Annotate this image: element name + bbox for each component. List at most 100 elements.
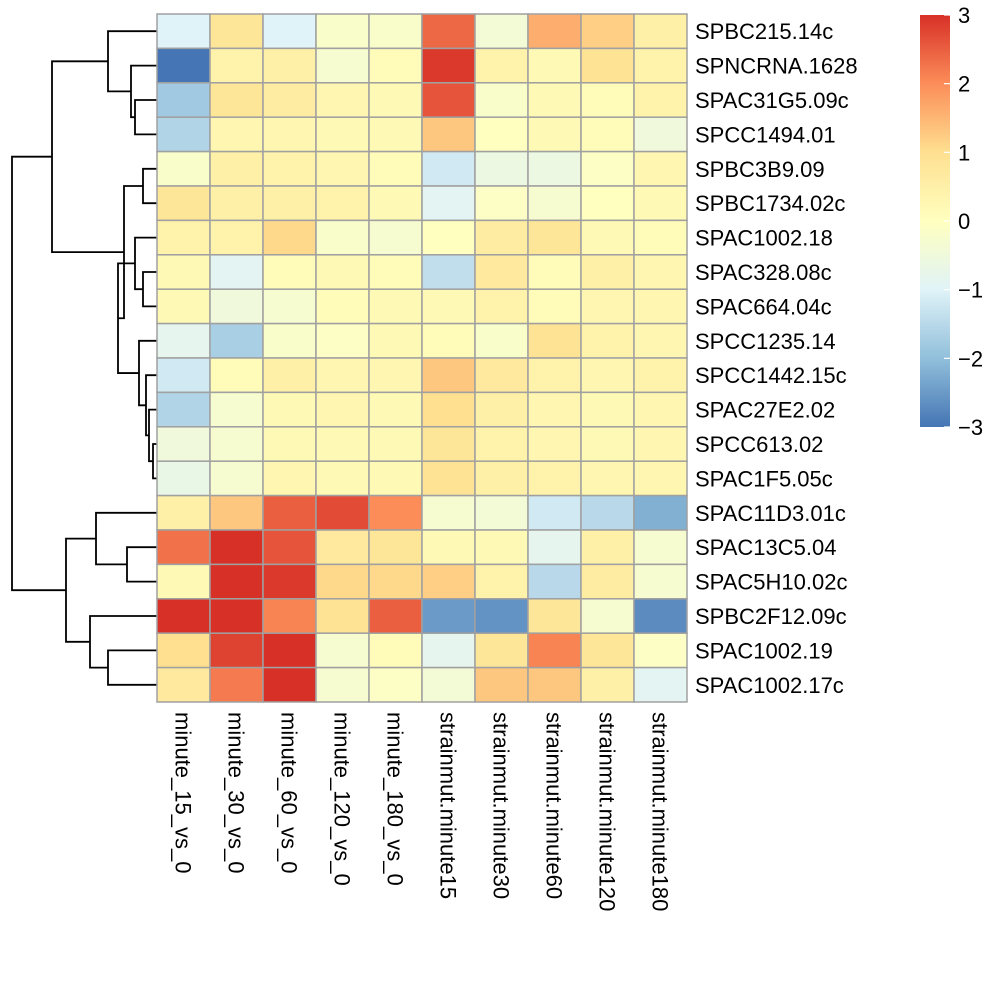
column-label: strainmut.minute180 bbox=[648, 712, 673, 911]
heatmap-cell bbox=[156, 13, 211, 50]
heatmap-cell bbox=[209, 254, 264, 290]
heatmap-cell bbox=[156, 563, 211, 600]
heatmap-cell bbox=[315, 150, 370, 187]
heatmap-cell bbox=[209, 322, 264, 359]
column-label: minute_60_vs_0 bbox=[277, 712, 302, 873]
heatmap-cell bbox=[368, 529, 423, 566]
row-label: SPNCRNA.1628 bbox=[695, 54, 858, 79]
legend-tick-label: 0 bbox=[958, 209, 970, 234]
dendrogram-branch bbox=[107, 30, 157, 93]
row-label: SPAC1002.18 bbox=[695, 226, 833, 251]
heatmap-cell bbox=[421, 529, 476, 566]
heatmap-cell bbox=[262, 219, 317, 256]
heatmap-cell bbox=[633, 494, 688, 531]
heatmap-cell bbox=[580, 598, 635, 634]
heatmap-cell bbox=[474, 322, 529, 359]
heatmap-cell bbox=[527, 322, 582, 359]
heatmap-cell bbox=[368, 185, 423, 222]
heatmap-cell bbox=[368, 460, 423, 497]
row-label: SPBC215.14c bbox=[695, 19, 833, 44]
dendrogram-branch bbox=[134, 236, 157, 291]
heatmap-cell bbox=[633, 219, 688, 256]
heatmap-cell bbox=[368, 598, 423, 634]
heatmap-cell bbox=[527, 219, 582, 256]
row-label: SPAC13C5.04 bbox=[695, 535, 836, 560]
heatmap-cell bbox=[527, 116, 582, 153]
heatmap-cell bbox=[421, 185, 476, 222]
heatmap-cells bbox=[156, 13, 688, 703]
heatmap-cell bbox=[315, 47, 370, 84]
heatmap-cell bbox=[580, 426, 635, 462]
heatmap-cell bbox=[209, 529, 264, 566]
heatmap-cell bbox=[262, 82, 317, 118]
heatmap-cell bbox=[156, 632, 211, 669]
heatmap-cell bbox=[580, 288, 635, 325]
heatmap-cell bbox=[262, 563, 317, 600]
heatmap-cell bbox=[262, 357, 317, 394]
row-label: SPAC1F5.05c bbox=[695, 466, 833, 491]
heatmap-cell bbox=[474, 13, 529, 50]
legend-tick-label: −1 bbox=[958, 278, 983, 303]
heatmap-cell bbox=[156, 357, 211, 394]
heatmap-cell bbox=[421, 357, 476, 394]
heatmap-cell bbox=[209, 598, 264, 634]
heatmap-cell bbox=[315, 632, 370, 669]
dendrogram-branch bbox=[134, 99, 157, 136]
heatmap-cell bbox=[633, 185, 688, 222]
heatmap-cell bbox=[474, 219, 529, 256]
column-label: strainmut.minute30 bbox=[489, 712, 514, 899]
heatmap-cell bbox=[633, 460, 688, 497]
heatmap-cell bbox=[368, 357, 423, 394]
heatmap-cell bbox=[368, 150, 423, 187]
heatmap-cell bbox=[368, 391, 423, 428]
heatmap-cell bbox=[527, 460, 582, 497]
heatmap-cell bbox=[527, 150, 582, 187]
heatmap-cell bbox=[474, 563, 529, 600]
heatmap-cell bbox=[633, 82, 688, 118]
heatmap-cell bbox=[368, 426, 423, 462]
legend-tick-label: 1 bbox=[958, 140, 970, 165]
heatmap-cell bbox=[580, 494, 635, 531]
heatmap-cell bbox=[474, 150, 529, 187]
heatmap-cell bbox=[421, 494, 476, 531]
heatmap-cell bbox=[262, 47, 317, 84]
heatmap-cell bbox=[368, 82, 423, 118]
row-labels: SPBC215.14c SPNCRNA.1628 SPAC31G5.09c SPCC1… bbox=[695, 19, 858, 698]
heatmap-cell bbox=[474, 598, 529, 634]
heatmap-cell bbox=[474, 666, 529, 703]
heatmap-cell bbox=[633, 254, 688, 290]
heatmap-cell bbox=[315, 494, 370, 531]
heatmap-cell bbox=[315, 357, 370, 394]
dendrogram-branch bbox=[11, 155, 66, 592]
heatmap-cell bbox=[421, 116, 476, 153]
heatmap-cell bbox=[421, 426, 476, 462]
column-label: strainmut.minute15 bbox=[436, 712, 461, 899]
row-label: SPCC1235.14 bbox=[695, 329, 836, 354]
heatmap-cell bbox=[156, 219, 211, 256]
dendrogram-branch bbox=[51, 60, 124, 254]
heatmap-cell bbox=[633, 322, 688, 359]
heatmap-cell bbox=[156, 322, 211, 359]
row-label: SPCC1494.01 bbox=[695, 122, 836, 147]
heatmap-cell bbox=[633, 426, 688, 462]
legend-tick-label: 2 bbox=[958, 72, 970, 97]
heatmap-cell bbox=[421, 150, 476, 187]
heatmap-cell bbox=[474, 357, 529, 394]
heatmap-cell bbox=[633, 563, 688, 600]
heatmap-cell bbox=[421, 460, 476, 497]
heatmap-cell bbox=[527, 357, 582, 394]
heatmap-cell bbox=[262, 632, 317, 669]
heatmap-cell bbox=[633, 632, 688, 669]
row-dendrogram bbox=[11, 30, 157, 686]
heatmap-cell bbox=[262, 322, 317, 359]
heatmap-cell bbox=[209, 391, 264, 428]
row-label: SPAC27E2.02 bbox=[695, 398, 835, 423]
heatmap-cell bbox=[368, 563, 423, 600]
heatmap-cell bbox=[209, 82, 264, 118]
heatmap-cell bbox=[156, 391, 211, 428]
heatmap-cell bbox=[421, 288, 476, 325]
dendrogram-branch bbox=[142, 271, 157, 308]
heatmap-cell bbox=[633, 288, 688, 325]
heatmap-cell bbox=[527, 666, 582, 703]
